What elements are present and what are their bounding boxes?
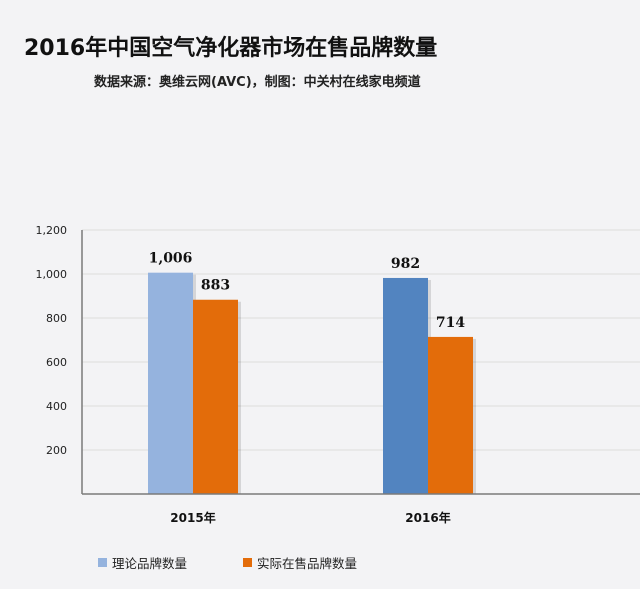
chart-subtitle: 数据来源：奥维云网(AVC)，制图：中关村在线家电频道 <box>94 75 421 90</box>
data-label: 883 <box>201 278 230 294</box>
y-tick-label: 400 <box>46 400 67 413</box>
y-tick-label: 1,000 <box>36 268 68 281</box>
legend: 理论品牌数量 实际在售品牌数量 <box>0 553 640 573</box>
y-tick-label: 1,200 <box>36 224 68 237</box>
y-axis-ticks: 200 400 600 800 1,000 1,200 <box>36 224 68 457</box>
bar-actual <box>193 299 238 494</box>
x-tick-label: 2015年 <box>170 510 215 525</box>
legend-item-theoretical[interactable]: 理论品牌数量 <box>98 553 187 572</box>
bars <box>148 272 476 494</box>
y-tick-label: 600 <box>46 356 67 369</box>
bar-actual <box>428 336 473 494</box>
x-axis-ticks: 2015年 2016年 <box>170 510 450 525</box>
legend-label-actual: 实际在售品牌数量 <box>257 556 358 571</box>
legend-label-theoretical: 理论品牌数量 <box>112 556 188 571</box>
data-labels: 1,006 883 982 714 <box>149 251 466 331</box>
data-label: 714 <box>436 315 465 331</box>
data-label: 982 <box>391 256 420 272</box>
legend-swatch-actual <box>243 558 252 567</box>
x-tick-label: 2016年 <box>405 510 450 525</box>
legend-swatch-theoretical <box>98 558 107 567</box>
y-tick-label: 200 <box>46 444 67 457</box>
bar-theoretical <box>383 277 428 494</box>
chart-title: 2016年中国空气净化器市场在售品牌数量 <box>24 36 438 61</box>
bar-theoretical <box>148 272 193 494</box>
data-label: 1,006 <box>149 251 193 267</box>
legend-item-actual[interactable]: 实际在售品牌数量 <box>243 553 357 572</box>
y-tick-label: 800 <box>46 312 67 325</box>
